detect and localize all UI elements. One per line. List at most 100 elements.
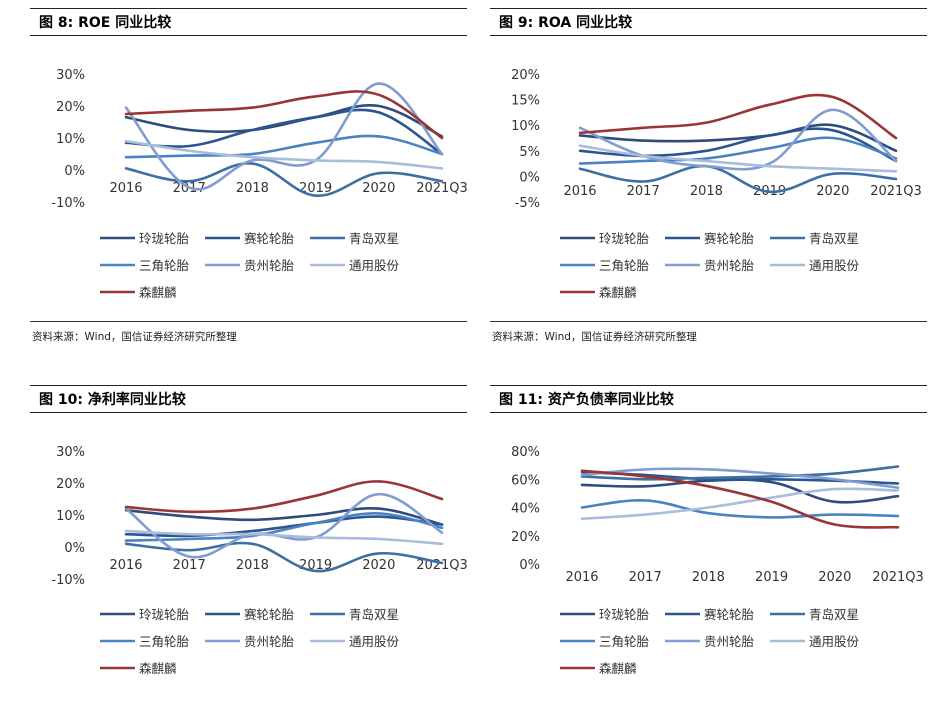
x-tick-label: 2021Q3 <box>872 570 924 585</box>
legend-label: 玲珑轮胎 <box>139 607 190 622</box>
x-tick-label: 2017 <box>629 570 662 585</box>
y-tick-label: 20% <box>511 530 540 545</box>
chart-panel-roa: 图 9: ROA 同业比较 20% 15% 10% 5% 0% -5% 2016 2017 20… <box>490 8 927 348</box>
y-tick-label: 0% <box>519 558 540 573</box>
legend-label: 青岛双星 <box>809 231 859 246</box>
chart-panel-net-margin: 图 10: 净利率同业比较 30% 20% 10% 0% -10% 2016 2017 201… <box>30 385 468 683</box>
legend-label: 贵州轮胎 <box>704 634 755 649</box>
x-tick-label: 2016 <box>109 181 142 196</box>
legend-label: 青岛双星 <box>809 607 859 622</box>
legend-label: 赛轮轮胎 <box>704 231 755 246</box>
series-line <box>578 164 898 194</box>
chart-title: 图 11: 资产负债率同业比较 <box>490 385 927 413</box>
legend-label: 通用股份 <box>349 634 400 649</box>
y-tick-label: 15% <box>511 94 540 109</box>
series-line <box>124 507 444 526</box>
y-tick-label: 40% <box>511 502 540 517</box>
legend-label: 森麒麟 <box>139 285 177 300</box>
series-line <box>578 93 898 140</box>
y-tick-label: 10% <box>56 509 85 524</box>
y-tick-label: -10% <box>51 573 85 588</box>
x-tick-label: 2018 <box>236 181 269 196</box>
series-line <box>124 512 444 542</box>
chart-panel-roe: 图 8: ROE 同业比较 30% 20% 10% 0% -10% 2016 2017 201… <box>30 8 468 348</box>
roa-line-chart: 20%15%10%5%0%-5%2016 2017 2018 2019 2020 2021… <box>511 68 922 300</box>
x-tick-label: 2020 <box>816 184 849 199</box>
y-tick-label: 0% <box>519 170 540 185</box>
y-tick-label: 80% <box>511 445 540 460</box>
x-tick-label: 2021Q3 <box>416 558 468 573</box>
series-line <box>124 82 444 191</box>
y-tick-label: -10% <box>51 196 85 211</box>
y-tick-label: 60% <box>511 473 540 488</box>
chart-title: 图 9: ROA 同业比较 <box>490 8 927 36</box>
legend-label: 森麒麟 <box>139 661 177 676</box>
y-tick-label: 30% <box>56 445 85 460</box>
x-tick-label: 2020 <box>362 181 395 196</box>
x-tick-label: 2016 <box>563 184 596 199</box>
x-tick-label: 2019 <box>755 570 788 585</box>
y-tick-label: 10% <box>511 119 540 134</box>
chart-title: 图 8: ROE 同业比较 <box>30 8 467 36</box>
series-line <box>124 492 444 559</box>
series-line <box>124 162 444 197</box>
x-tick-label: 2017 <box>627 184 660 199</box>
source-note: 资料来源：Wind，国信证券经济研究所整理 <box>32 331 237 343</box>
series-line <box>124 541 444 573</box>
x-tick-label: 2020 <box>362 558 395 573</box>
legend-label: 通用股份 <box>809 258 860 273</box>
y-tick-label: 20% <box>56 100 85 115</box>
chart-panel-debt-ratio: 图 11: 资产负债率同业比较 80% 60% 40% 20% 0% 2016 2017 20… <box>490 385 927 683</box>
series-line <box>580 465 900 481</box>
legend-label: 三角轮胎 <box>139 258 190 273</box>
series-line <box>580 467 900 489</box>
x-tick-label: 2018 <box>692 570 725 585</box>
legend-label: 玲珑轮胎 <box>599 231 650 246</box>
legend-label: 三角轮胎 <box>139 634 190 649</box>
x-tick-label: 2017 <box>173 558 206 573</box>
x-tick-label: 2018 <box>690 184 723 199</box>
series-line <box>578 123 898 153</box>
series-line <box>124 90 444 140</box>
series-line <box>580 499 900 519</box>
series-line <box>578 136 898 165</box>
x-tick-label: 2018 <box>236 558 269 573</box>
legend-label: 贵州轮胎 <box>244 634 295 649</box>
chart-title: 图 10: 净利率同业比较 <box>30 385 467 413</box>
legend-label: 玲珑轮胎 <box>139 231 190 246</box>
legend-label: 贵州轮胎 <box>244 258 295 273</box>
x-tick-label: 2021Q3 <box>870 184 922 199</box>
y-tick-label: 20% <box>56 477 85 492</box>
x-tick-label: 2020 <box>818 570 851 585</box>
legend-label: 森麒麟 <box>599 661 637 676</box>
y-tick-label: 0% <box>64 541 85 556</box>
divider <box>490 321 927 322</box>
x-tick-label: 2021Q3 <box>416 181 468 196</box>
legend-label: 三角轮胎 <box>599 634 650 649</box>
series-line <box>580 469 900 529</box>
legend-label: 贵州轮胎 <box>704 258 755 273</box>
legend-label: 赛轮轮胎 <box>244 231 295 246</box>
source-note: 资料来源：Wind，国信证券经济研究所整理 <box>492 331 697 343</box>
y-tick-label: -5% <box>515 196 540 211</box>
series-line <box>124 515 444 538</box>
y-tick-label: 0% <box>64 164 85 179</box>
legend-label: 赛轮轮胎 <box>244 607 295 622</box>
x-tick-label: 2016 <box>109 558 142 573</box>
legend-label: 森麒麟 <box>599 285 637 300</box>
net-margin-line-chart: 30%20%10%0%-10%2016 2017 2018 2019 2020 2021Q… <box>51 445 468 676</box>
y-tick-label: 10% <box>56 132 85 147</box>
legend-label: 赛轮轮胎 <box>704 607 755 622</box>
y-tick-label: 20% <box>511 68 540 83</box>
debt-ratio-line-chart: 80% 60% 40% 20% 0% 2016 2017 2018 2019 2020 2021Q3… <box>511 445 924 676</box>
x-tick-label: 2019 <box>299 181 332 196</box>
series-line <box>580 478 900 504</box>
legend-label: 玲珑轮胎 <box>599 607 650 622</box>
legend-label: 通用股份 <box>349 258 400 273</box>
legend-label: 青岛双星 <box>349 607 399 622</box>
series-line <box>578 127 898 163</box>
series-line <box>580 487 900 521</box>
series-line <box>124 108 444 156</box>
series-line <box>124 480 444 514</box>
legend-label: 通用股份 <box>809 634 860 649</box>
